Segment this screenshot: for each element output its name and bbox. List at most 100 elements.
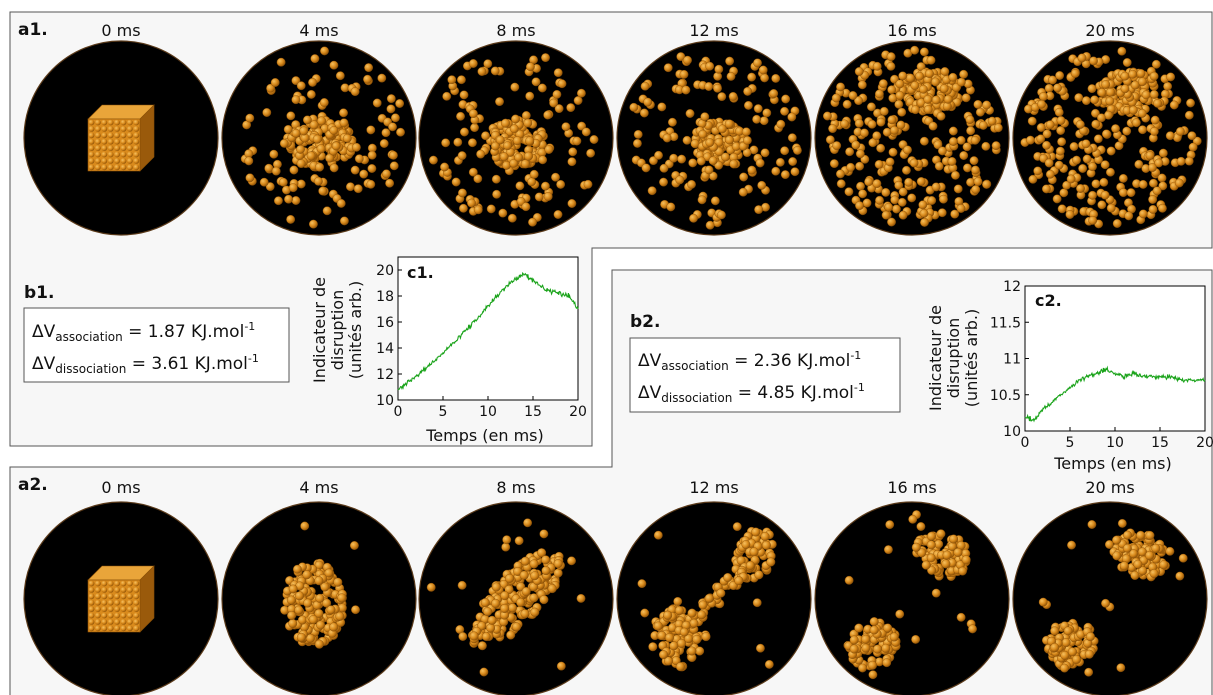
particle <box>286 595 296 605</box>
particle <box>941 559 951 569</box>
particle <box>351 142 361 152</box>
particle <box>1178 553 1188 563</box>
particle <box>114 132 120 139</box>
particle <box>876 143 885 153</box>
particle <box>910 45 919 55</box>
particle <box>1149 569 1159 579</box>
particle <box>687 646 697 656</box>
data-point <box>1186 380 1188 382</box>
x-tick-label: 20 <box>1196 435 1213 451</box>
particle <box>1122 58 1132 67</box>
particle <box>933 140 943 150</box>
particle <box>705 61 715 71</box>
x-tick-label: 0 <box>1021 435 1030 451</box>
x-axis-label: Temps (en ms) <box>425 426 544 445</box>
data-point <box>559 293 561 295</box>
particle <box>354 154 364 164</box>
particle <box>288 584 298 594</box>
particle <box>133 612 140 619</box>
particle <box>1072 155 1081 165</box>
particle <box>1063 626 1073 636</box>
particle <box>289 165 299 175</box>
particle <box>854 96 863 106</box>
particle <box>567 199 577 208</box>
particle <box>1130 80 1140 90</box>
particle <box>107 145 114 152</box>
particle <box>1088 190 1097 200</box>
particle <box>1124 211 1134 221</box>
particle <box>844 187 854 197</box>
particle <box>1085 632 1095 642</box>
particle <box>95 145 101 152</box>
particle <box>1059 188 1069 198</box>
particle <box>459 90 469 100</box>
particle <box>470 123 479 133</box>
particle <box>665 633 675 643</box>
particle <box>757 180 767 190</box>
particle <box>848 91 858 100</box>
particle <box>120 164 127 171</box>
particle <box>677 638 687 648</box>
particle <box>876 117 886 127</box>
particle <box>845 147 854 157</box>
particle <box>481 632 491 641</box>
particle <box>296 81 306 91</box>
particle <box>133 145 140 152</box>
particle <box>1072 654 1082 664</box>
particle <box>88 125 95 132</box>
particle <box>336 198 346 208</box>
particle <box>653 530 663 540</box>
particle <box>308 78 317 87</box>
particle <box>1123 543 1132 553</box>
particle <box>903 145 912 155</box>
particle <box>520 159 530 169</box>
particle <box>114 158 120 164</box>
particle <box>895 91 905 100</box>
energy-row-association: ΔVassociation = 2.36 KJ.mol-1 <box>638 349 861 373</box>
x-axis-label: Temps (en ms) <box>1053 454 1172 473</box>
particle <box>511 114 520 124</box>
simulation-frame <box>221 501 417 695</box>
particle <box>931 95 941 105</box>
particle <box>844 575 854 585</box>
particle <box>780 106 789 116</box>
particle <box>1128 69 1138 79</box>
particle <box>390 113 400 123</box>
particle <box>305 633 315 643</box>
particle <box>1057 204 1067 214</box>
particle <box>1154 158 1164 168</box>
particle <box>133 625 140 632</box>
particle <box>1174 178 1184 188</box>
particle <box>961 93 971 103</box>
particle <box>126 158 133 164</box>
particle <box>936 529 946 539</box>
particle <box>126 145 133 152</box>
chart-c2: Indicateur de disruption (unités arb.) T… <box>926 279 1213 473</box>
particle <box>905 73 915 83</box>
particle <box>457 151 467 161</box>
particle <box>759 116 769 126</box>
particle <box>760 148 770 158</box>
particle <box>669 641 679 651</box>
particle <box>339 108 348 118</box>
particle <box>1148 163 1157 173</box>
particle <box>291 95 301 105</box>
particle <box>101 587 108 593</box>
particle <box>386 94 396 104</box>
particle <box>926 553 936 563</box>
particle <box>291 128 301 138</box>
x-tick-label: 0 <box>394 404 403 420</box>
particle <box>556 179 565 189</box>
particle <box>902 165 911 175</box>
data-point <box>442 352 444 354</box>
particle <box>1120 71 1130 81</box>
particle <box>708 156 718 166</box>
y-axis-label: Indicateur de <box>926 305 945 411</box>
particle <box>519 570 529 580</box>
particle <box>758 65 768 75</box>
particle <box>510 82 520 92</box>
particle <box>894 180 904 190</box>
particle <box>1091 179 1101 189</box>
particle <box>894 99 904 109</box>
particle <box>530 571 540 581</box>
